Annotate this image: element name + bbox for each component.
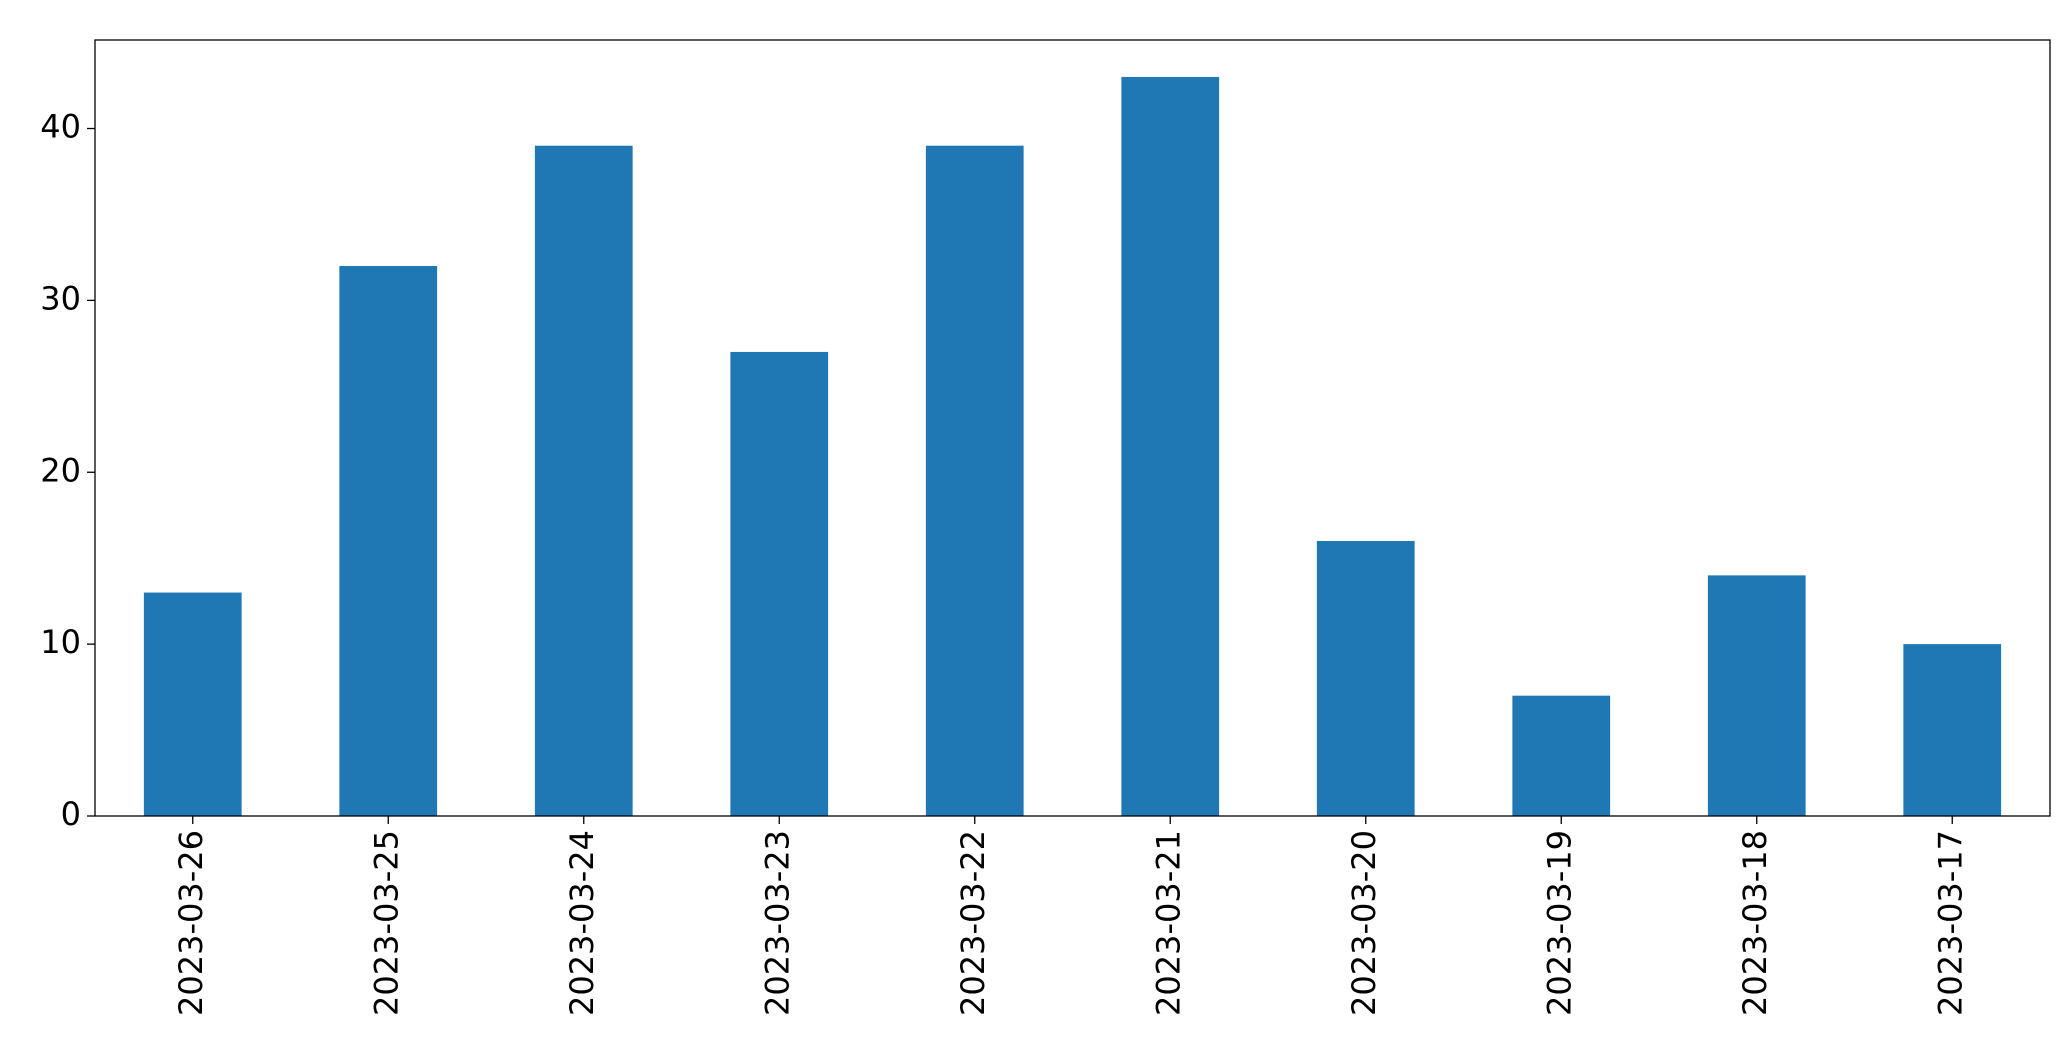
bar — [1707, 575, 1806, 816]
x-tick-label: 2023-03-23 — [758, 830, 796, 1016]
y-tick-label: 40 — [40, 108, 81, 146]
bar — [925, 145, 1024, 817]
x-tick-label: 2023-03-19 — [1540, 830, 1578, 1016]
bar — [1316, 541, 1415, 816]
y-tick-label: 10 — [40, 623, 81, 661]
bar — [143, 592, 242, 816]
x-tick-label: 2023-03-22 — [954, 830, 992, 1016]
y-tick-label: 20 — [40, 451, 81, 489]
bar — [730, 351, 829, 816]
bar — [1512, 695, 1611, 816]
y-tick-label: 0 — [61, 795, 81, 833]
bar — [1121, 76, 1220, 816]
y-tick-label: 30 — [40, 279, 81, 317]
plot-frame — [94, 39, 2051, 817]
bar — [534, 145, 633, 817]
x-tick-label: 2023-03-20 — [1345, 830, 1383, 1016]
x-tick-label: 2023-03-21 — [1149, 830, 1187, 1016]
x-tick-label: 2023-03-24 — [563, 830, 601, 1016]
x-tick-label: 2023-03-25 — [367, 830, 405, 1016]
x-tick-label: 2023-03-17 — [1931, 830, 1969, 1016]
x-tick-label: 2023-03-18 — [1736, 830, 1774, 1016]
x-tick-label: 2023-03-26 — [172, 830, 210, 1016]
bar — [1903, 644, 2002, 816]
bar — [339, 266, 438, 816]
